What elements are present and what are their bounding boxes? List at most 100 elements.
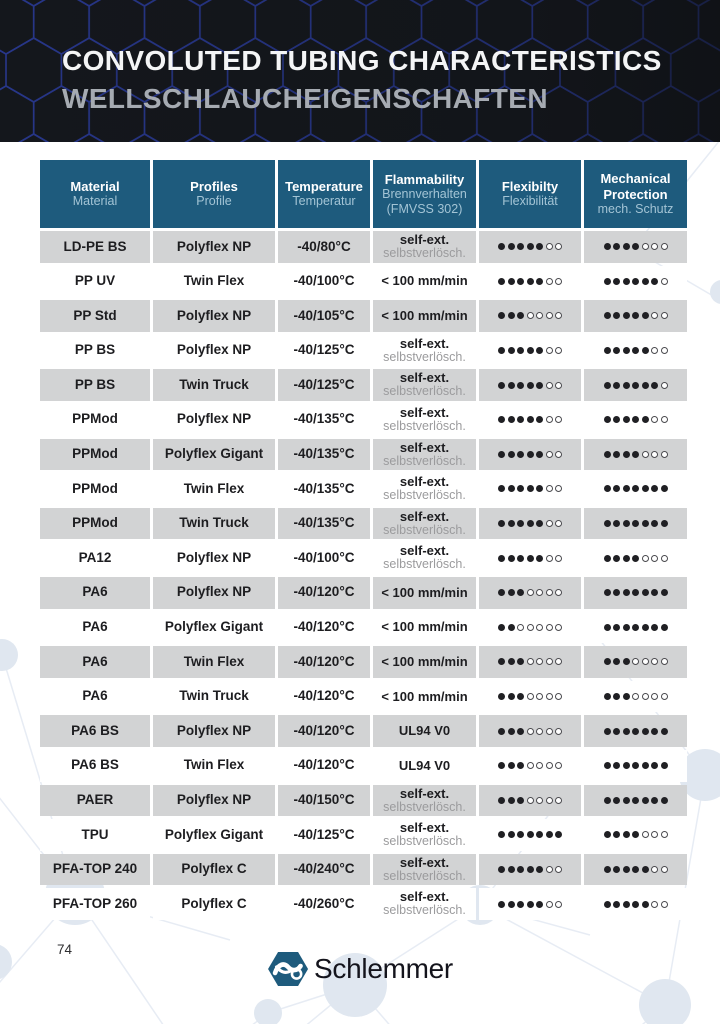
rating-dot: [622, 727, 630, 735]
mechanical-protection-rating: [584, 403, 687, 436]
rating-dot: [545, 796, 553, 804]
rating-dot: [651, 243, 658, 251]
rating-dot: [613, 658, 620, 666]
rating-dot: [536, 658, 543, 666]
rating-dot: [641, 623, 649, 631]
temperature-cell: -40/100°C: [278, 542, 370, 574]
rating-dot: [555, 796, 562, 804]
rating-dot: [555, 727, 562, 735]
rating-dot: [660, 312, 668, 320]
rating-dot: [526, 900, 534, 908]
rating-dot: [545, 416, 553, 424]
rating-dot: [622, 554, 630, 562]
hexagon-pattern-background: [0, 0, 720, 142]
rating-dot: [545, 865, 553, 873]
rating-dot: [603, 312, 611, 320]
material-cell: PA6 BS: [40, 749, 150, 782]
rating-dot: [555, 381, 562, 389]
rating-dot: [555, 865, 562, 873]
rating-dot: [613, 450, 620, 458]
rating-dot: [603, 658, 611, 666]
rating-dot: [660, 416, 668, 424]
rating-dot: [498, 485, 505, 493]
profile-cell: Twin Flex: [153, 646, 275, 678]
temperature-cell: -40/120°C: [278, 715, 370, 747]
flammability-cell: self-ext. selbstverlösch.: [373, 473, 476, 505]
temperature-cell: -40/135°C: [278, 507, 370, 540]
profile-cell: Polyflex NP: [153, 334, 275, 367]
rating-dot: [651, 381, 658, 389]
rating-dot: [622, 416, 630, 424]
rating-dot: [555, 312, 562, 320]
flexibility-rating: [479, 819, 581, 851]
rating-dot: [632, 727, 639, 735]
rating-dot: [555, 520, 562, 528]
rating-dot: [507, 416, 515, 424]
temperature-cell: -40/260°C: [278, 888, 370, 920]
rating-dot: [651, 727, 658, 735]
rating-dot: [545, 589, 553, 597]
rating-dot: [651, 865, 658, 873]
rating-dot: [641, 589, 649, 597]
profile-cell: Polyflex C: [153, 853, 275, 886]
rating-dot: [545, 520, 553, 528]
flexibility-rating: [479, 646, 581, 678]
rating-dot: [507, 312, 515, 320]
flexibility-rating: [479, 300, 581, 332]
rating-dot: [660, 450, 668, 458]
flammability-cell: UL94 V0: [373, 749, 476, 782]
rating-dot: [498, 865, 505, 873]
flexibility-rating: [479, 542, 581, 574]
rating-dot: [651, 762, 658, 770]
rating-dot: [603, 693, 611, 701]
profile-cell: Polyflex Gigant: [153, 819, 275, 851]
mechanical-protection-rating: [584, 438, 687, 471]
rating-dot: [545, 900, 553, 908]
rating-dot: [660, 485, 668, 493]
rating-dot: [555, 693, 562, 701]
flammability-cell: self-ext. selbstverlösch.: [373, 542, 476, 574]
rating-dot: [526, 450, 534, 458]
rating-dot: [545, 450, 553, 458]
rating-dot: [526, 831, 534, 839]
rating-dot: [536, 312, 543, 320]
rating-dot: [507, 485, 515, 493]
rating-dot: [545, 485, 553, 493]
rating-dot: [622, 312, 630, 320]
material-cell: PP UV: [40, 265, 150, 298]
flammability-cell: self-ext. selbstverlösch.: [373, 853, 476, 886]
rating-dot: [651, 900, 658, 908]
rating-dot: [536, 243, 543, 251]
rating-dot: [517, 831, 524, 839]
material-cell: TPU: [40, 819, 150, 851]
material-cell: PPMod: [40, 473, 150, 505]
temperature-cell: -40/135°C: [278, 473, 370, 505]
rating-dot: [517, 727, 524, 735]
material-cell: PAER: [40, 784, 150, 817]
rating-dot: [517, 277, 524, 285]
mechanical-protection-rating: [584, 611, 687, 644]
temperature-cell: -40/135°C: [278, 438, 370, 471]
material-cell: PPMod: [40, 507, 150, 540]
rating-dot: [641, 243, 649, 251]
profile-cell: Twin Truck: [153, 369, 275, 401]
profile-cell: Polyflex Gigant: [153, 611, 275, 644]
rating-dot: [613, 416, 620, 424]
rating-dot: [613, 762, 620, 770]
rating-dot: [517, 554, 524, 562]
rating-dot: [651, 658, 658, 666]
rating-dot: [641, 762, 649, 770]
rating-dot: [622, 831, 630, 839]
rating-dot: [507, 796, 515, 804]
profile-cell: Twin Flex: [153, 265, 275, 298]
rating-dot: [517, 347, 524, 355]
mechanical-protection-rating: [584, 265, 687, 298]
rating-dot: [526, 865, 534, 873]
rating-dot: [603, 831, 611, 839]
rating-dot: [498, 900, 505, 908]
rating-dot: [498, 762, 505, 770]
flammability-cell: UL94 V0: [373, 715, 476, 747]
rating-dot: [517, 693, 524, 701]
rating-dot: [641, 796, 649, 804]
rating-dot: [622, 277, 630, 285]
